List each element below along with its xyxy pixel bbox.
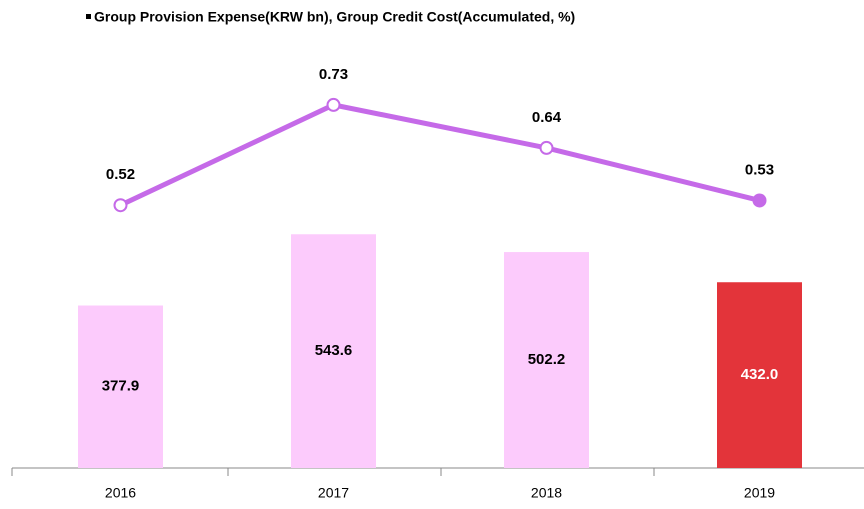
- line-marker: [113, 198, 128, 213]
- line-value-label: 0.73: [319, 66, 348, 83]
- bar: [78, 305, 163, 468]
- x-tick-label: 2017: [318, 485, 349, 501]
- line-value-label: 0.52: [106, 166, 135, 183]
- bar-value-label: 543.6: [315, 342, 353, 359]
- x-tick-label: 2016: [105, 485, 136, 501]
- line-value-label: 0.64: [532, 109, 562, 126]
- bar-value-label: 377.9: [102, 378, 140, 395]
- x-tick-label: 2019: [744, 485, 775, 501]
- chart-title: Group Provision Expense(KRW bn), Group C…: [94, 9, 575, 25]
- line-marker: [326, 97, 341, 112]
- line-marker: [752, 193, 767, 208]
- line-marker: [539, 140, 554, 155]
- x-axis-ticks: [11, 468, 655, 476]
- bar-value-label: 432.0: [741, 366, 779, 383]
- bar-value-label: 502.2: [528, 351, 566, 368]
- title-bullet: [86, 14, 91, 19]
- line: [119, 102, 761, 208]
- bar: [291, 234, 376, 468]
- bar: [504, 252, 589, 468]
- line-value-label: 0.53: [745, 161, 774, 178]
- x-tick-label: 2018: [531, 485, 562, 501]
- bar: [717, 282, 802, 468]
